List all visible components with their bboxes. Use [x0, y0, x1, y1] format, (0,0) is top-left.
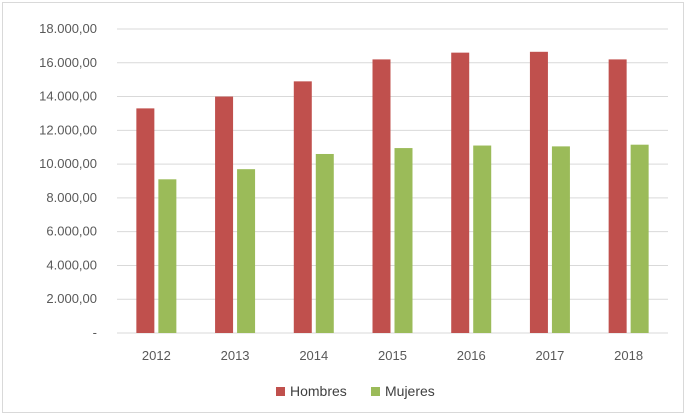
bar-hombres-2014: [293, 81, 312, 333]
legend: Hombres Mujeres: [276, 383, 435, 399]
legend-swatch: [371, 387, 380, 396]
x-tick-label: 2018: [614, 348, 643, 363]
bar-mujeres-2017: [551, 146, 570, 333]
y-tick-label: 10.000,00: [39, 156, 97, 171]
bar-hombres-2012: [136, 108, 155, 333]
y-tick-label: 2.000,00: [46, 291, 97, 306]
x-tick-label: 2015: [378, 348, 407, 363]
y-tick-label: 12.000,00: [39, 122, 97, 137]
y-tick-label: 4.000,00: [46, 257, 97, 272]
bar-hombres-2016: [451, 52, 470, 334]
bar-mujeres-2013: [237, 169, 256, 333]
bar-mujeres-2015: [394, 148, 413, 333]
x-tick-label: 2013: [221, 348, 250, 363]
x-axis-tick-labels: 2012 2013 2014 2015 2016 2017 2018: [142, 348, 643, 363]
bar-mujeres-2012: [158, 179, 177, 333]
bar-mujeres-2016: [473, 145, 492, 333]
bar-mujeres-2014: [315, 153, 334, 333]
legend-item-mujeres: Mujeres: [371, 383, 435, 399]
bar-hombres-2013: [215, 96, 234, 333]
y-tick-label: 18.000,00: [39, 21, 97, 36]
gridlines: [117, 28, 668, 334]
y-tick-label: 14.000,00: [39, 89, 97, 104]
y-tick-label: 6.000,00: [46, 224, 97, 239]
bar-hombres-2018: [608, 59, 627, 334]
x-tick-label: 2017: [535, 348, 564, 363]
x-tick-label: 2014: [299, 348, 328, 363]
bar-hombres-2015: [372, 59, 391, 334]
y-tick-label: 8.000,00: [46, 190, 97, 205]
bar-mujeres-2018: [630, 144, 649, 333]
chart-frame: [2, 2, 684, 413]
y-tick-label: 16.000,00: [39, 55, 97, 70]
x-tick-label: 2012: [142, 348, 171, 363]
bar-hombres-2017: [529, 51, 548, 334]
x-tick-label: 2016: [457, 348, 486, 363]
legend-item-hombres: Hombres: [276, 383, 347, 399]
legend-label: Mujeres: [385, 383, 435, 399]
y-tick-label: -: [93, 325, 97, 340]
legend-label: Hombres: [290, 383, 347, 399]
legend-swatch: [276, 387, 285, 396]
y-axis-tick-labels: - 2.000,00 4.000,00 6.000,00 8.000,00 10.000,…: [39, 21, 97, 340]
bars: [136, 51, 649, 334]
